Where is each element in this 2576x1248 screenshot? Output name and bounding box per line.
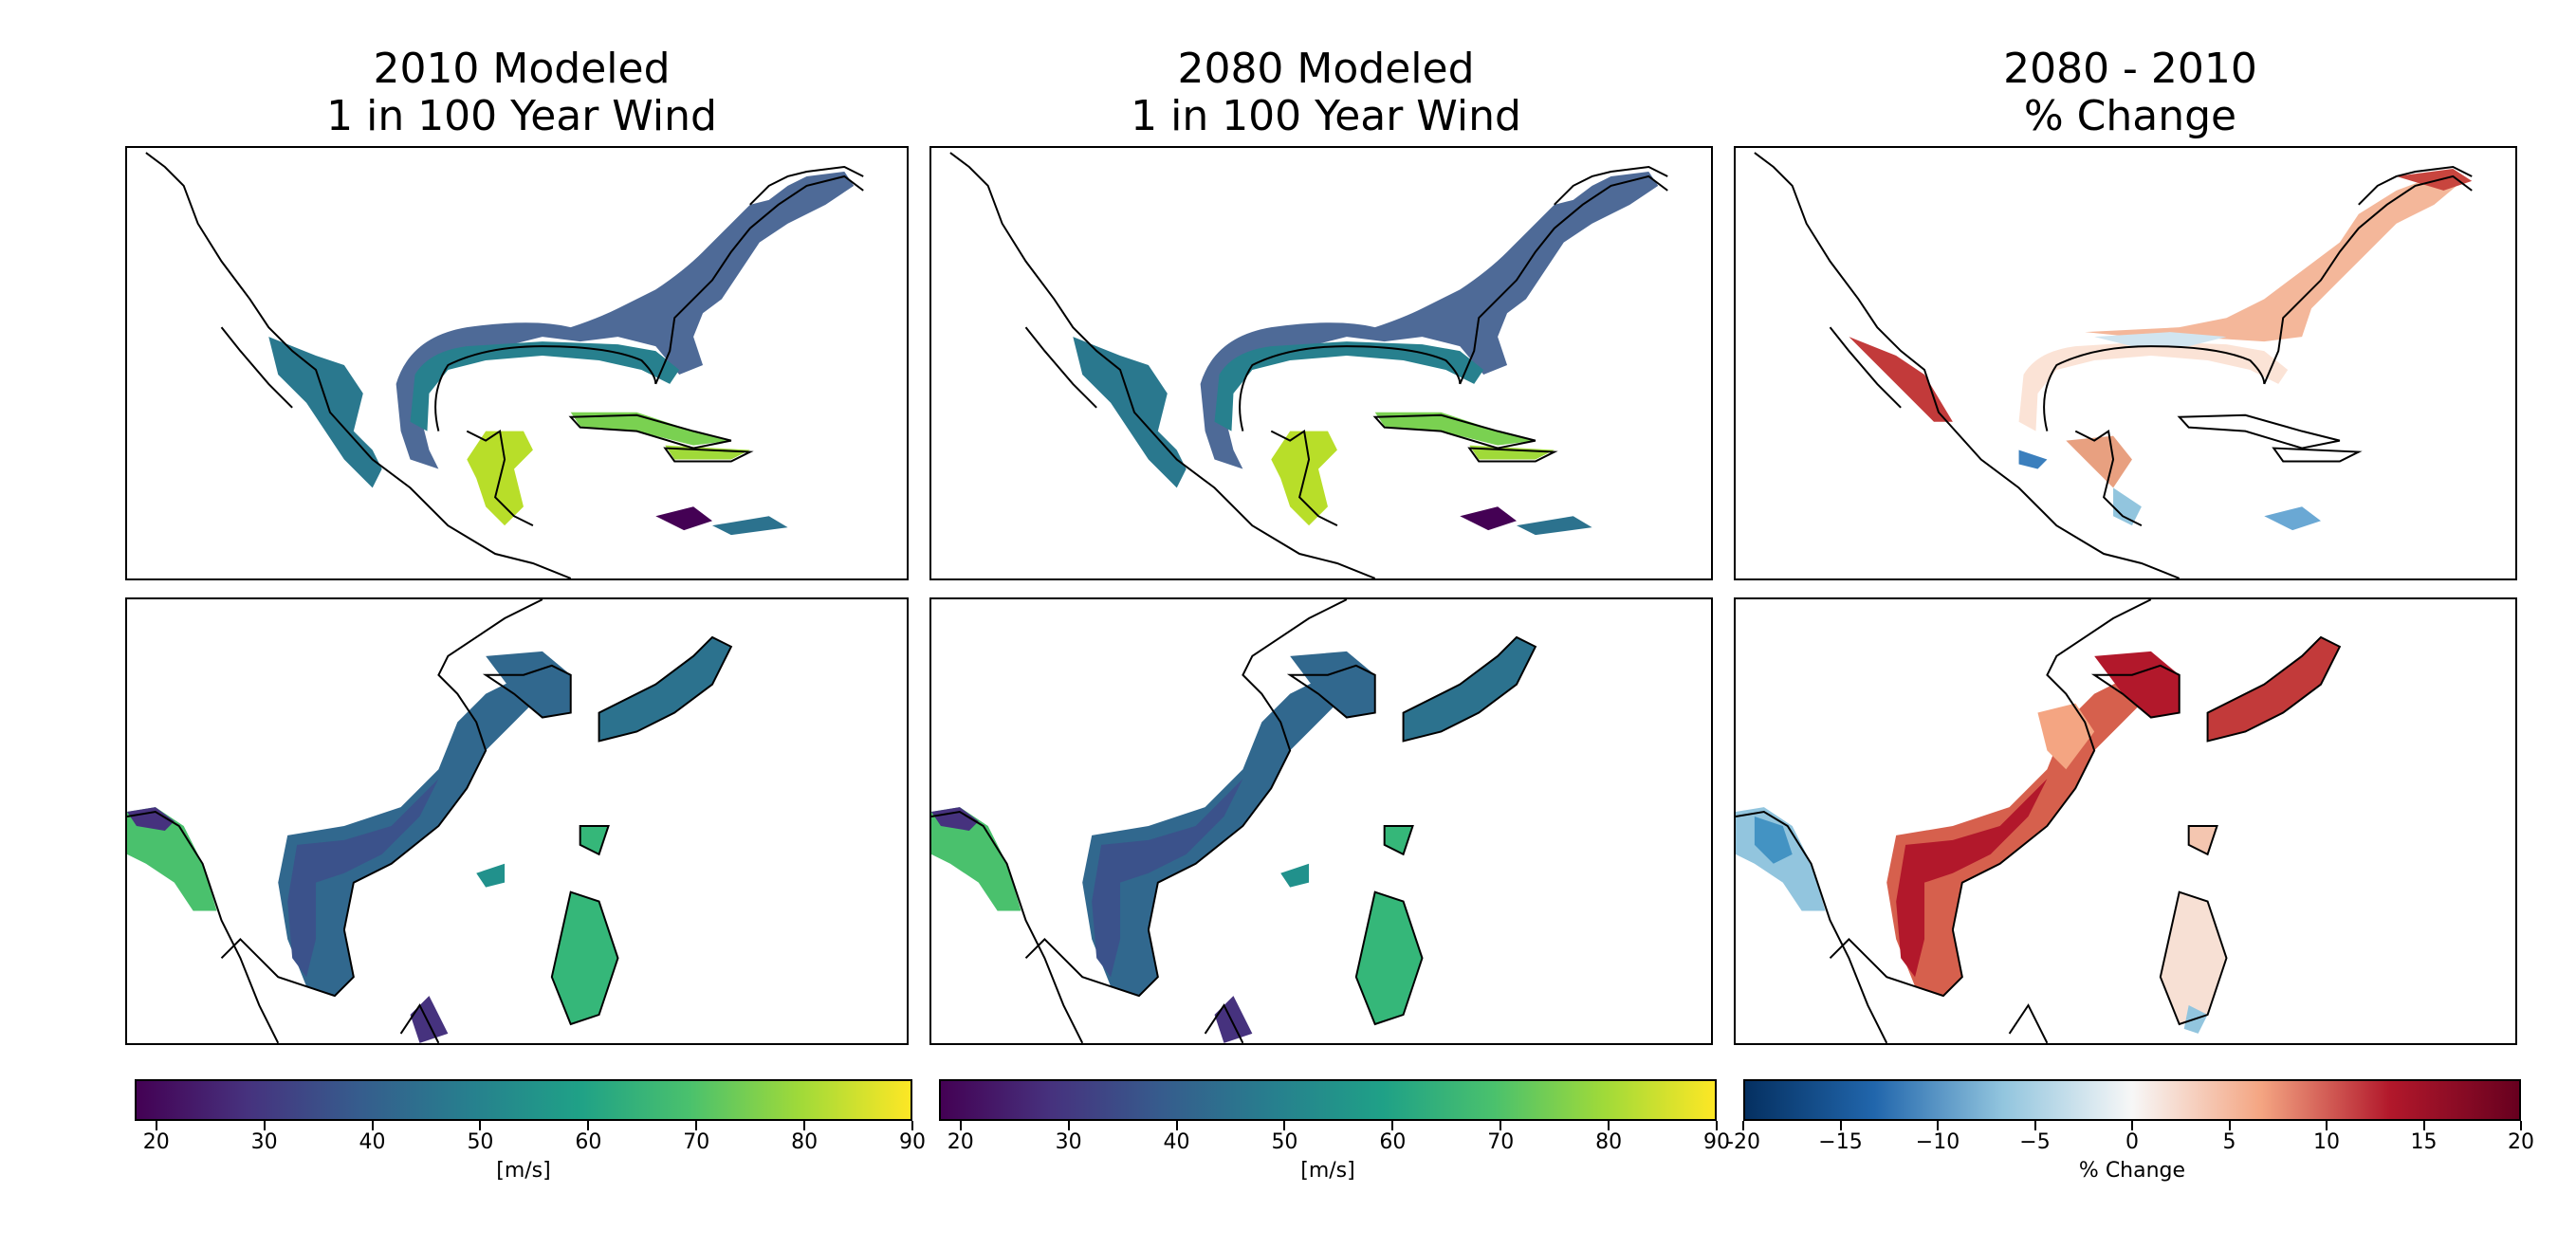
colorbar-tick (2422, 1121, 2425, 1130)
colorbar-tick-label: -20 (1726, 1130, 1760, 1154)
colorbar-tick (695, 1121, 698, 1130)
colorbar-tick-label: 40 (359, 1130, 386, 1154)
colorbar-tick (1391, 1121, 1394, 1130)
colorbar-tick-label: 20 (947, 1130, 974, 1154)
colorbar-tick (479, 1121, 482, 1130)
pacific-map-svg (931, 599, 1537, 1043)
colorbar-tick-label: 40 (1163, 1130, 1190, 1154)
colorbar-tick-label: 5 (2222, 1130, 2236, 1154)
coastlines (127, 599, 733, 1043)
map-atlantic-change (1734, 146, 2517, 580)
colorbar-tick (1839, 1121, 1842, 1130)
colorbar-tick-label: 90 (899, 1130, 926, 1154)
colorbar-tick (959, 1121, 962, 1130)
colorbar-tick (1175, 1121, 1178, 1130)
colorbar-tick (263, 1121, 266, 1130)
colorbar-tick (1500, 1121, 1502, 1130)
map-pacific-change (1734, 597, 2517, 1045)
colorbar-tick (371, 1121, 374, 1130)
colorbar-tick-label: 70 (1487, 1130, 1515, 1154)
column-title-2010: 2010 Modeled 1 in 100 Year Wind (129, 46, 914, 140)
colorbar-label-change: % Change (2078, 1159, 2186, 1183)
colorbar-tick-label: 0 (2125, 1130, 2139, 1154)
coastlines (949, 152, 1668, 578)
colorbar-tick-label: −10 (1915, 1130, 1960, 1154)
colorbar-tick-label: 80 (1595, 1130, 1623, 1154)
colorbar-tick (155, 1121, 157, 1130)
colorbar-tick (1608, 1121, 1610, 1130)
title-line-1: 2080 - 2010 (2003, 45, 2257, 93)
colorbar-tick (2228, 1121, 2231, 1130)
colorbar-tick-label: 20 (2508, 1130, 2534, 1154)
colorbar-tick (2326, 1121, 2328, 1130)
colorbar-tick-label: 50 (467, 1130, 494, 1154)
change-field (1849, 168, 2473, 531)
change-field (1736, 636, 2340, 1034)
pacific-map-svg (127, 599, 733, 1043)
column-title-2080: 2080 Modeled 1 in 100 Year Wind (933, 46, 1719, 140)
colorbar-tick-label: 15 (2410, 1130, 2438, 1154)
colorbar-tick (803, 1121, 806, 1130)
colorbar-tick (1067, 1121, 1070, 1130)
colorbar-tick-label: 80 (791, 1130, 819, 1154)
wind-field (268, 171, 855, 536)
map-atlantic-2010 (125, 146, 909, 580)
wind-field (1073, 171, 1659, 536)
colorbar-tick-label: 70 (683, 1130, 710, 1154)
colorbar-change (1743, 1079, 2521, 1121)
title-line-1: 2010 Modeled (373, 45, 671, 93)
wind-field (931, 636, 1536, 1043)
coastlines (1736, 599, 2342, 1043)
map-pacific-2010 (125, 597, 909, 1045)
colorbar-ticks-2010: 20 30 40 50 60 70 80 90 (135, 1121, 926, 1154)
title-line-2: 1 in 100 Year Wind (326, 92, 717, 140)
column-title-change: 2080 - 2010 % Change (1738, 46, 2523, 140)
colorbar-tick-label: −15 (1818, 1130, 1863, 1154)
coastlines (931, 599, 1537, 1043)
colorbar-tick-label: 30 (1055, 1130, 1082, 1154)
atlantic-map-svg (949, 152, 1668, 578)
colorbar-tick (2033, 1121, 2036, 1130)
colorbar-tick (1742, 1121, 1744, 1130)
atlantic-map-svg (1754, 152, 2473, 578)
colorbar-tick (911, 1121, 913, 1130)
pacific-map-svg (1736, 599, 2342, 1043)
colorbar-tick (1716, 1121, 1718, 1130)
colorbar-tick-label: −5 (2019, 1130, 2051, 1154)
title-line-2: 1 in 100 Year Wind (1131, 92, 1521, 140)
colorbar-2080 (939, 1079, 1717, 1121)
colorbar-ticks-2080: 20 30 40 50 60 70 80 90 (939, 1121, 1730, 1154)
colorbar-tick (1283, 1121, 1286, 1130)
title-line-2: % Change (2023, 92, 2237, 140)
colorbar-tick-label: 10 (2313, 1130, 2340, 1154)
colorbar-tick (587, 1121, 590, 1130)
colorbar-tick-label: 60 (575, 1130, 602, 1154)
wind-field (127, 636, 731, 1043)
colorbar-label-2010: [m/s] (496, 1159, 551, 1183)
colorbar-ticks-change: -20 −15 −10 −5 0 5 10 15 20 (1726, 1121, 2534, 1154)
colorbar-tick (1937, 1121, 1939, 1130)
colorbar-2010 (135, 1079, 912, 1121)
colorbar-tick-label: 90 (1703, 1130, 1730, 1154)
colorbar-tick-label: 50 (1271, 1130, 1298, 1154)
atlantic-map-svg (145, 152, 864, 578)
colorbar-tick (2520, 1121, 2522, 1130)
colorbar-tick (2131, 1121, 2133, 1130)
map-atlantic-2080 (929, 146, 1713, 580)
colorbar-tick-label: 60 (1379, 1130, 1407, 1154)
coastlines (145, 152, 864, 578)
coastlines (1754, 152, 2473, 578)
colorbar-label-2080: [m/s] (1300, 1159, 1355, 1183)
title-line-1: 2080 Modeled (1177, 45, 1475, 93)
colorbar-tick-label: 30 (250, 1130, 278, 1154)
colorbar-tick-label: 20 (142, 1130, 170, 1154)
map-pacific-2080 (929, 597, 1713, 1045)
